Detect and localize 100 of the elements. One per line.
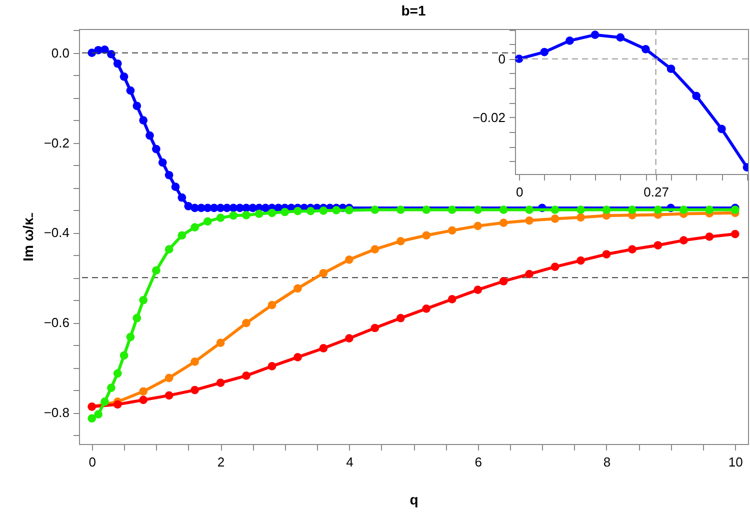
point bbox=[692, 92, 701, 100]
point bbox=[474, 206, 482, 214]
point bbox=[616, 33, 625, 42]
y-tick-label: −0.8 bbox=[44, 405, 70, 420]
point bbox=[190, 223, 199, 232]
point bbox=[158, 158, 167, 167]
point bbox=[120, 351, 128, 360]
x-tick-label: 6 bbox=[474, 454, 482, 470]
x-tick-label: 0 bbox=[88, 454, 96, 470]
point bbox=[178, 231, 186, 240]
point bbox=[216, 214, 225, 222]
point bbox=[268, 362, 276, 370]
x-tick-label: 8 bbox=[603, 454, 611, 470]
point bbox=[499, 218, 508, 227]
point bbox=[164, 391, 174, 400]
point bbox=[396, 237, 405, 246]
point bbox=[190, 358, 199, 366]
point bbox=[499, 277, 508, 286]
point bbox=[422, 304, 431, 313]
point bbox=[422, 206, 431, 214]
point bbox=[628, 245, 636, 254]
point bbox=[319, 344, 328, 352]
x-tick-label: 4 bbox=[346, 454, 354, 470]
point bbox=[164, 374, 174, 382]
point bbox=[152, 144, 160, 154]
point bbox=[642, 44, 650, 54]
point bbox=[344, 255, 354, 264]
point bbox=[566, 36, 574, 45]
point bbox=[666, 64, 676, 73]
point bbox=[319, 268, 328, 278]
point bbox=[146, 131, 154, 140]
point bbox=[120, 72, 128, 81]
point bbox=[216, 338, 225, 348]
point bbox=[106, 50, 116, 58]
point bbox=[422, 231, 431, 240]
point bbox=[280, 208, 290, 216]
point bbox=[717, 124, 726, 134]
point bbox=[396, 206, 405, 214]
point bbox=[139, 116, 148, 124]
point bbox=[139, 387, 148, 396]
point bbox=[139, 396, 148, 404]
point bbox=[550, 206, 560, 214]
point bbox=[602, 206, 611, 214]
point bbox=[242, 318, 250, 328]
point bbox=[203, 217, 212, 226]
point bbox=[294, 284, 302, 293]
y-tick-label: 0.0 bbox=[51, 45, 70, 60]
point bbox=[590, 30, 600, 40]
point bbox=[100, 398, 109, 406]
point bbox=[602, 250, 611, 258]
point bbox=[268, 208, 276, 218]
point bbox=[132, 102, 142, 110]
point bbox=[254, 210, 264, 218]
point bbox=[216, 378, 225, 388]
point bbox=[139, 296, 148, 304]
point bbox=[178, 193, 186, 202]
point bbox=[164, 245, 174, 254]
chart-title: b=1 bbox=[401, 2, 426, 18]
point bbox=[525, 216, 534, 225]
point bbox=[679, 206, 688, 214]
point bbox=[705, 232, 714, 241]
point bbox=[132, 314, 142, 322]
point bbox=[94, 410, 102, 418]
point bbox=[654, 241, 662, 250]
point bbox=[190, 386, 199, 394]
point bbox=[550, 262, 560, 272]
y-tick-label: −0.6 bbox=[44, 315, 70, 330]
x-axis-title: q bbox=[410, 492, 418, 508]
point bbox=[396, 314, 405, 322]
point bbox=[576, 213, 585, 222]
point bbox=[242, 371, 250, 380]
point bbox=[113, 59, 122, 68]
point bbox=[515, 54, 524, 63]
point bbox=[540, 48, 549, 56]
point bbox=[525, 206, 534, 214]
point bbox=[448, 295, 456, 304]
point bbox=[88, 414, 96, 423]
point bbox=[705, 206, 714, 214]
point bbox=[448, 206, 456, 214]
point bbox=[474, 222, 482, 230]
x-tick-label: 0.27 bbox=[644, 184, 669, 200]
y-tick-label: −0.02 bbox=[472, 110, 506, 125]
point bbox=[113, 400, 122, 409]
point bbox=[306, 206, 315, 216]
point bbox=[370, 324, 380, 332]
x-tick-label: 2 bbox=[217, 454, 225, 470]
point bbox=[370, 206, 380, 214]
point bbox=[474, 286, 482, 294]
point bbox=[229, 211, 238, 220]
point bbox=[268, 300, 276, 310]
point bbox=[294, 353, 302, 362]
y-axis-title: Im ω/κ₋ bbox=[20, 212, 36, 262]
point bbox=[370, 245, 380, 254]
point bbox=[344, 206, 354, 214]
point bbox=[550, 214, 560, 223]
point bbox=[448, 226, 456, 235]
point bbox=[106, 384, 116, 392]
point bbox=[730, 230, 740, 238]
point bbox=[499, 206, 508, 214]
point bbox=[171, 182, 180, 191]
